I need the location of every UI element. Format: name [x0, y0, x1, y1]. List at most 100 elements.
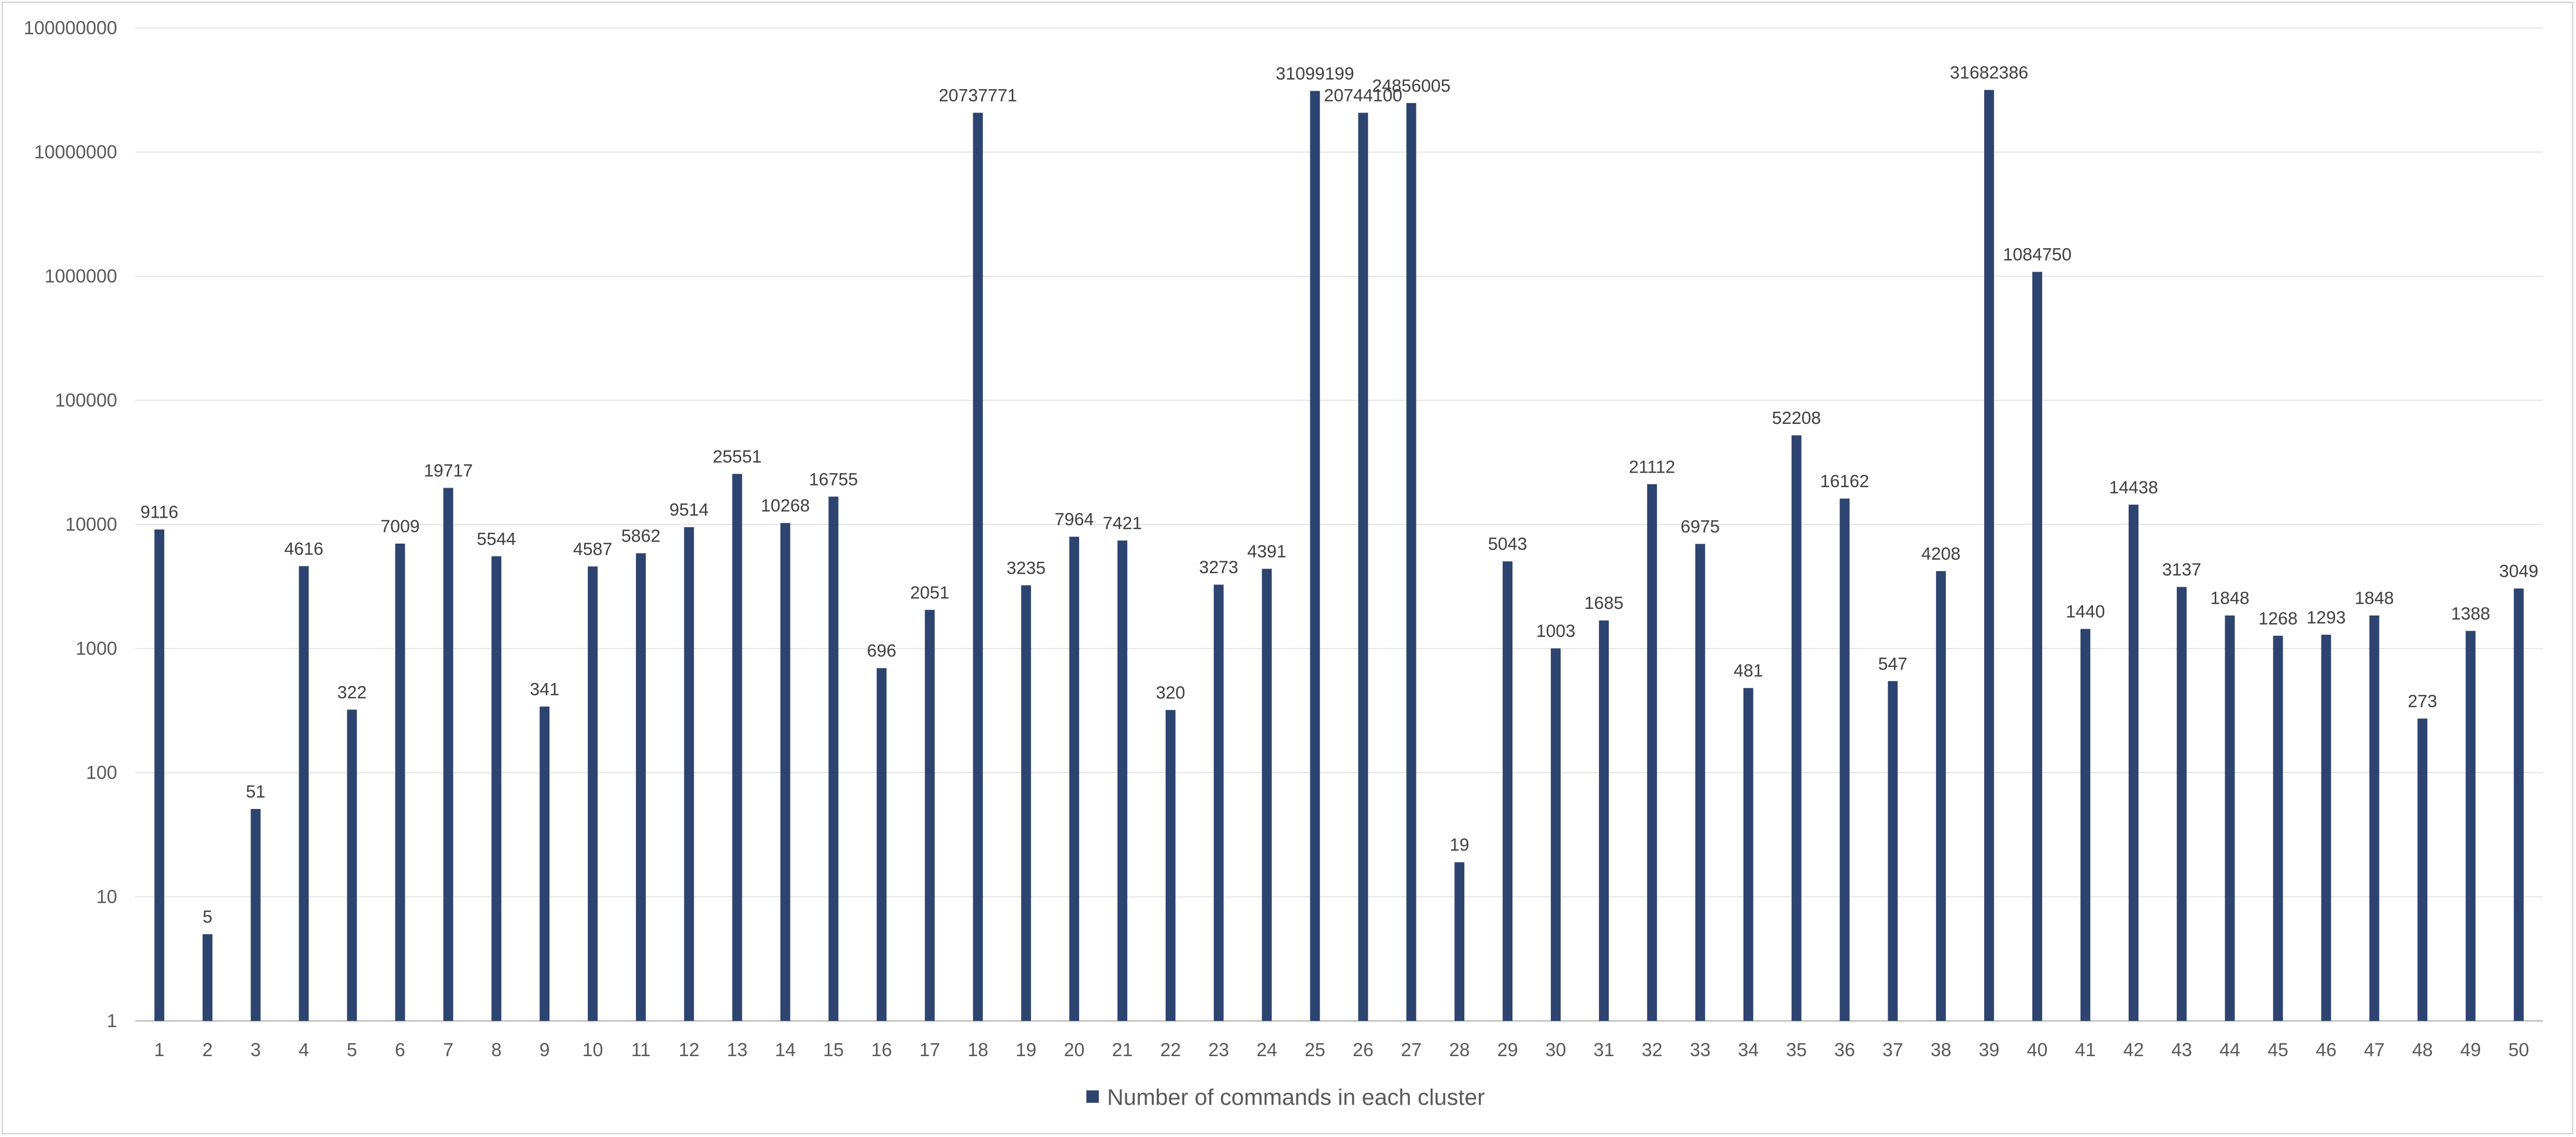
- bar: [1021, 585, 1031, 1021]
- bar: [1936, 571, 1946, 1021]
- bar: [2417, 718, 2428, 1021]
- x-tick-label: 38: [1931, 1039, 1951, 1060]
- bar: [1598, 620, 1609, 1021]
- data-label: 696: [867, 641, 897, 661]
- x-tick-label: 3: [250, 1039, 261, 1060]
- bar: [1069, 536, 1080, 1021]
- x-tick-label: 22: [1160, 1039, 1181, 1060]
- x-tick-label: 13: [727, 1039, 747, 1060]
- data-label: 31099199: [1276, 64, 1354, 83]
- x-tick-label: 47: [2364, 1039, 2385, 1060]
- x-tick-label: 49: [2460, 1039, 2481, 1060]
- bar: [1503, 561, 1513, 1021]
- data-label: 322: [337, 683, 367, 702]
- data-label: 5: [203, 907, 213, 927]
- x-tick-label: 19: [1016, 1039, 1037, 1060]
- x-tick-label: 4: [299, 1039, 309, 1060]
- x-tick-label: 2: [202, 1039, 213, 1060]
- data-label: 21112: [1629, 457, 1676, 477]
- x-tick-label: 10: [583, 1039, 603, 1060]
- data-label: 1685: [1584, 593, 1624, 613]
- data-label: 1293: [2306, 608, 2346, 628]
- x-tick-label: 9: [540, 1039, 550, 1060]
- data-label: 4208: [1921, 544, 1961, 564]
- data-label: 10268: [761, 496, 810, 516]
- data-label: 16755: [809, 470, 858, 489]
- data-label: 24856005: [1372, 76, 1450, 96]
- x-tick-label: 25: [1305, 1039, 1325, 1060]
- bar: [2032, 272, 2043, 1021]
- bar: [299, 566, 309, 1021]
- x-tick-label: 40: [2027, 1039, 2048, 1060]
- y-tick-label: 1: [107, 1010, 117, 1031]
- x-tick-label: 27: [1401, 1039, 1422, 1060]
- x-tick-label: 34: [1738, 1039, 1759, 1060]
- data-label: 19: [1450, 835, 1469, 855]
- data-label: 547: [1878, 654, 1907, 674]
- data-label: 7009: [380, 517, 420, 536]
- gridlines: [135, 27, 2543, 1022]
- x-tick-label: 28: [1449, 1039, 1470, 1060]
- bar: [828, 496, 839, 1021]
- bar: [395, 543, 405, 1021]
- data-label: 3235: [1007, 558, 1046, 578]
- bar: [684, 527, 694, 1021]
- bar: [1117, 541, 1127, 1021]
- data-label: 341: [530, 679, 559, 699]
- legend: Number of commands in each cluster: [1086, 1085, 1485, 1110]
- x-tick-label: 36: [1834, 1039, 1855, 1060]
- bars: [154, 90, 2524, 1021]
- data-label: 1003: [1536, 621, 1576, 641]
- bar: [202, 934, 213, 1021]
- x-tick-label: 17: [919, 1039, 940, 1060]
- data-label: 3137: [2162, 560, 2201, 580]
- y-tick-label: 100000: [55, 390, 117, 411]
- bar: [876, 668, 887, 1021]
- x-axis-tick-labels: 1 2 3 4 5 6 7 8 9 10 11 12 13 14 15 16 17 18 19 20 21 22 23 24 2…: [154, 1039, 2529, 1060]
- x-tick-label: 8: [491, 1039, 502, 1060]
- bar: [1743, 688, 1753, 1021]
- x-tick-label: 24: [1256, 1039, 1277, 1060]
- y-tick-label: 100000000: [24, 17, 117, 38]
- y-tick-label: 10: [96, 886, 117, 907]
- data-label: 14438: [2109, 478, 2158, 498]
- x-tick-label: 16: [871, 1039, 892, 1060]
- bar: [1213, 585, 1224, 1021]
- y-tick-label: 1000000: [45, 265, 117, 287]
- data-label: 273: [2408, 692, 2437, 712]
- bar: [635, 553, 646, 1021]
- data-label: 7964: [1055, 510, 1094, 530]
- legend-label: Number of commands in each cluster: [1107, 1085, 1485, 1110]
- x-tick-label: 41: [2075, 1039, 2096, 1060]
- data-label: 16162: [1820, 472, 1870, 491]
- bar: [347, 709, 357, 1021]
- data-label: 20744100: [1324, 86, 1402, 106]
- x-tick-label: 6: [395, 1039, 405, 1060]
- x-tick-label: 46: [2316, 1039, 2337, 1060]
- data-label: 1268: [2258, 609, 2298, 629]
- bar: [2321, 634, 2331, 1021]
- x-tick-label: 37: [1883, 1039, 1903, 1060]
- bar: [1551, 648, 1561, 1021]
- bar-chart: 1 10 100 1000 10000 100000 1000000 10000000 1000…: [24, 17, 2543, 1110]
- bar: [2080, 629, 2090, 1021]
- bar: [2128, 504, 2139, 1021]
- data-label: 3049: [2499, 562, 2539, 581]
- bar: [2466, 631, 2476, 1021]
- data-label: 1848: [2355, 589, 2394, 608]
- x-tick-label: 50: [2509, 1039, 2529, 1060]
- x-tick-label: 29: [1497, 1039, 1518, 1060]
- data-label: 9514: [670, 500, 709, 520]
- x-tick-label: 5: [347, 1039, 357, 1060]
- bar: [1888, 681, 1898, 1021]
- data-label: 4587: [573, 539, 613, 559]
- x-tick-label: 26: [1353, 1039, 1374, 1060]
- x-tick-label: 48: [2412, 1039, 2433, 1060]
- x-tick-label: 14: [775, 1039, 796, 1060]
- bar: [780, 523, 790, 1021]
- y-tick-label: 10000000: [34, 141, 117, 163]
- x-tick-label: 11: [631, 1039, 650, 1060]
- x-tick-label: 33: [1690, 1039, 1710, 1060]
- x-tick-label: 31: [1593, 1039, 1614, 1060]
